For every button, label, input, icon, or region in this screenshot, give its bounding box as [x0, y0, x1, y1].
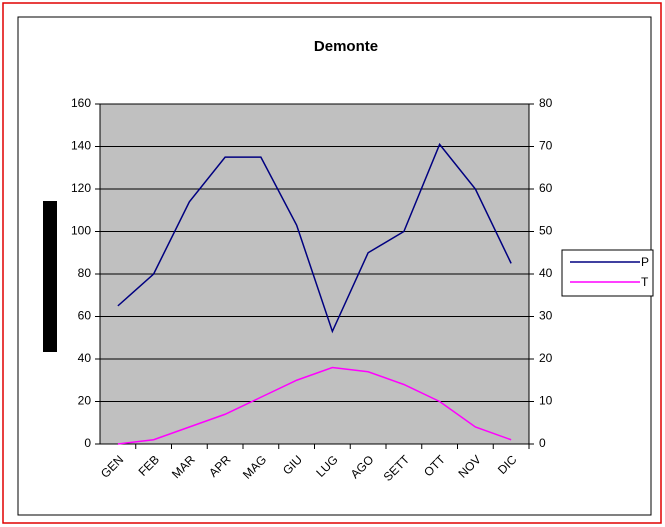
- chart-title: Demonte: [314, 38, 378, 55]
- y2-tick-label: 80: [539, 96, 553, 110]
- y2-tick-label: 50: [539, 224, 553, 238]
- y-tick-label: 140: [71, 139, 91, 153]
- series-line: [117, 142, 512, 334]
- y-tick-label: 0: [84, 436, 91, 450]
- legend-label: T: [641, 275, 649, 289]
- y2-tick-label: 70: [539, 139, 553, 153]
- y2-tick-label: 60: [539, 181, 553, 195]
- y-tick-label: 160: [71, 96, 91, 110]
- y2-tick-label: 0: [539, 436, 546, 450]
- black-bar: [43, 201, 57, 352]
- legend-box: [561, 249, 654, 297]
- legend-label: P: [641, 255, 649, 269]
- series-line: [117, 366, 512, 445]
- y2-tick-label: 20: [539, 351, 553, 365]
- y2-tick-label: 10: [539, 394, 553, 408]
- y-tick-label: 40: [78, 351, 92, 365]
- y-tick-label: 80: [78, 266, 92, 280]
- y-tick-label: 100: [71, 224, 91, 238]
- y2-tick-label: 40: [539, 266, 553, 280]
- y2-tick-label: 30: [539, 309, 553, 323]
- y-tick-label: 120: [71, 181, 91, 195]
- y-tick-label: 60: [78, 309, 92, 323]
- y-tick-label: 20: [78, 394, 92, 408]
